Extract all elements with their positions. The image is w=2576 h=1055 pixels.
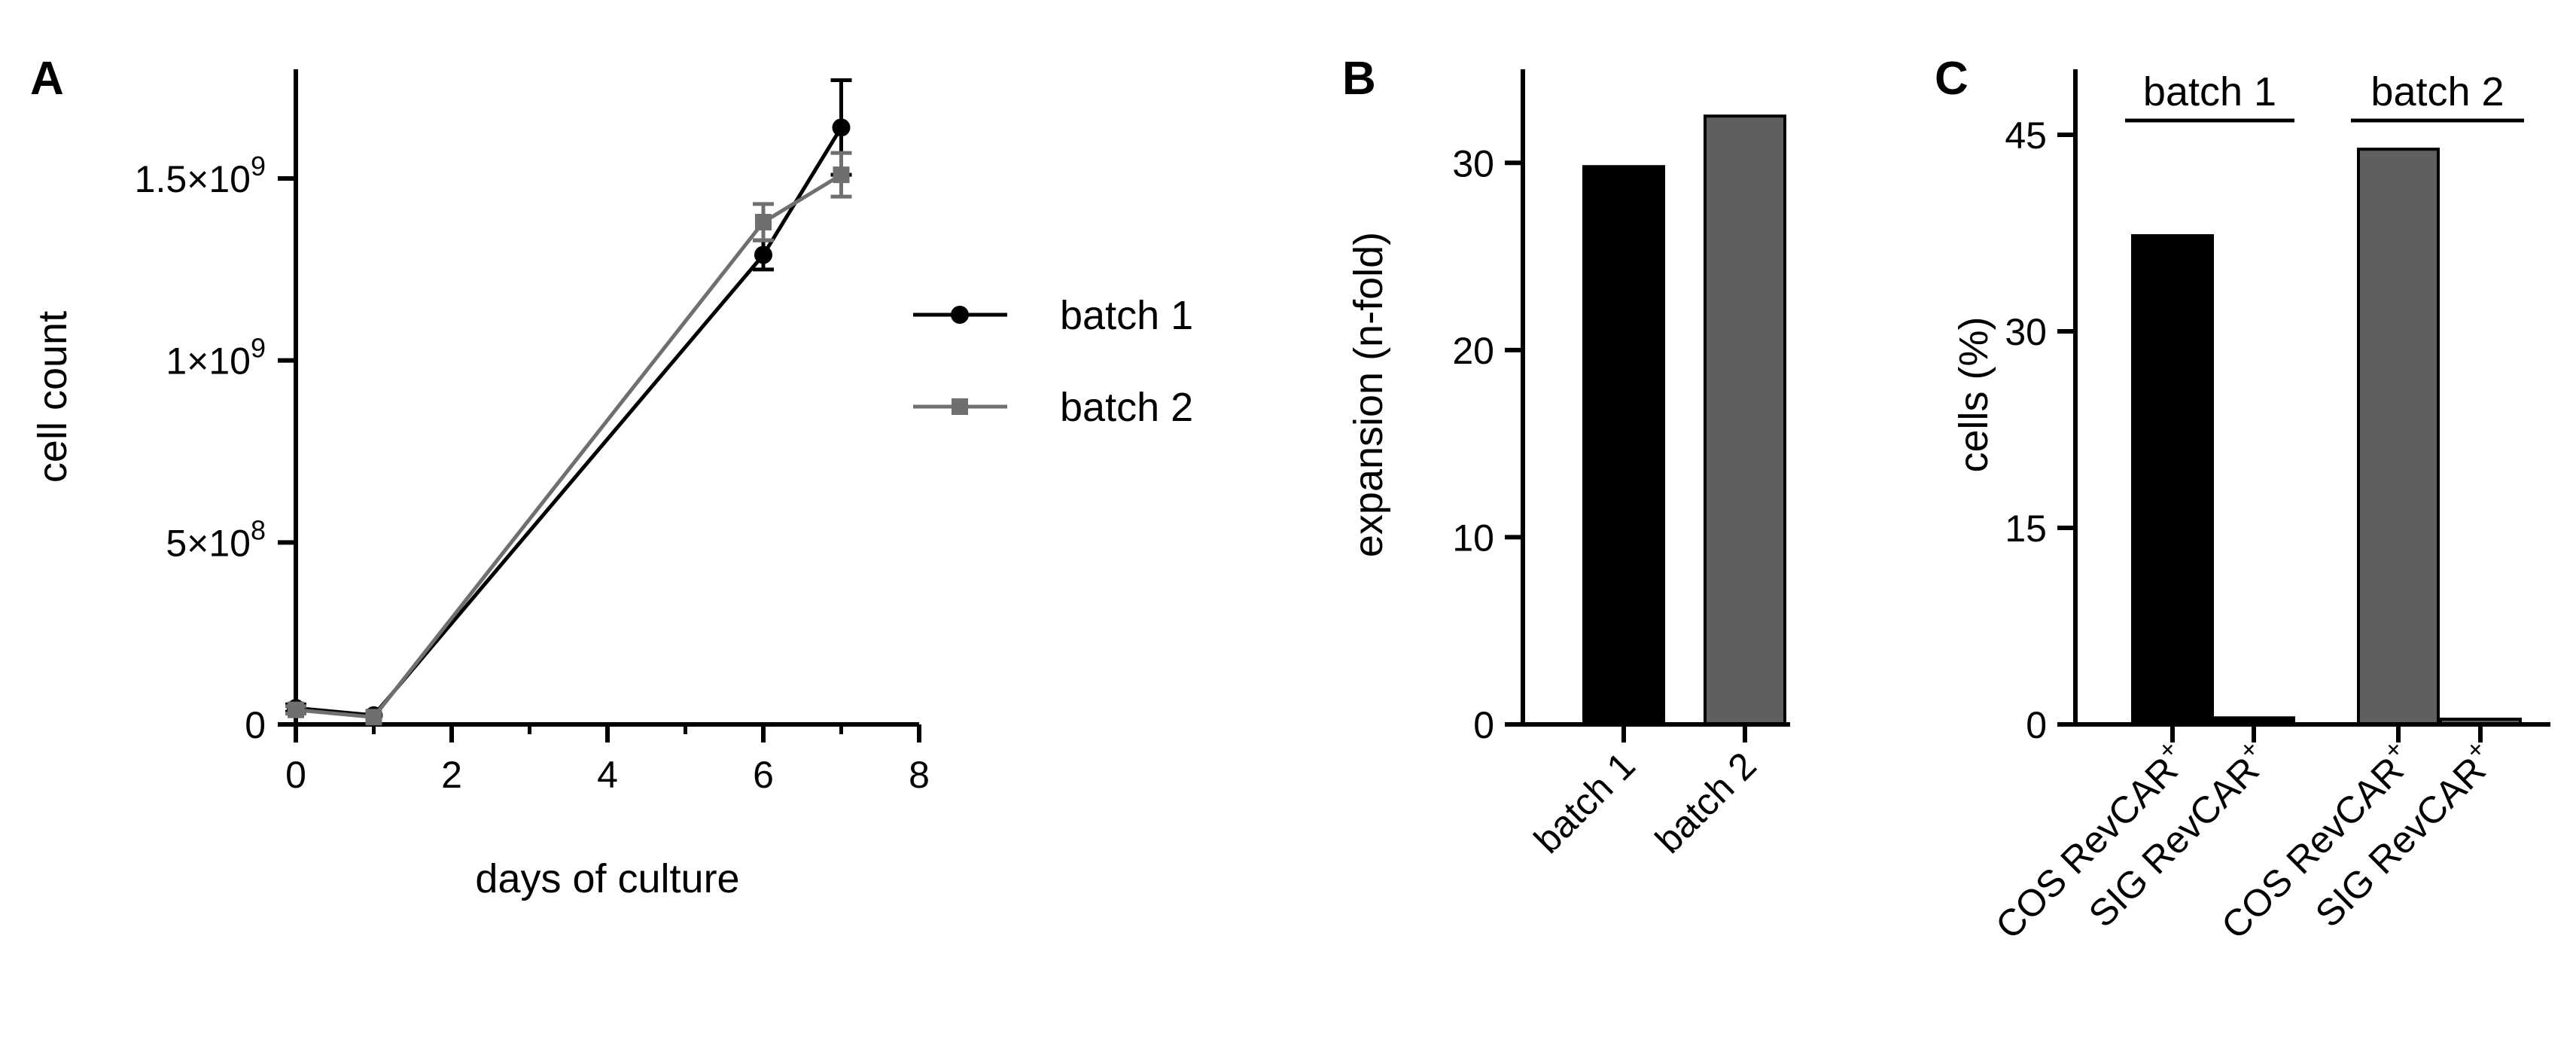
legend-label-2: batch 2 (1060, 385, 1193, 430)
y-tick-label-b-2: 20 (1452, 330, 1494, 372)
group-label-1: batch 1 (2143, 69, 2276, 114)
data-point-2-0 (288, 701, 304, 718)
panel-label-b: B (1342, 53, 1376, 105)
data-point-2-1 (365, 709, 382, 726)
x-tick-label-b-0: batch 1 (1526, 744, 1643, 861)
x-axis-label-a: days of culture (475, 856, 739, 901)
y-tick-label-a-2: 1×109 (166, 333, 266, 383)
x-tick-label-a-4: 8 (909, 754, 930, 796)
bar-c-1-1 (2131, 233, 2214, 727)
y-tick-label-a-0: 0 (245, 704, 266, 746)
y-axis-label-a: cell count (30, 311, 75, 483)
panel-label-a: A (30, 53, 64, 105)
bar-c-2-1 (2357, 148, 2440, 726)
y-tick-label-a-3: 1.5×109 (135, 151, 266, 200)
y-tick-label-b-1: 10 (1452, 517, 1494, 559)
y-axis-label-b: expansion (n-fold) (1346, 232, 1391, 557)
x-tick-label-a-0: 0 (285, 754, 306, 796)
y-tick-label-b-3: 30 (1452, 142, 1494, 184)
data-point-1-3 (832, 118, 851, 137)
legend-label-1: batch 1 (1060, 293, 1193, 338)
series-line-2 (295, 173, 842, 719)
y-tick-label-c-0: 0 (2026, 704, 2047, 746)
x-tick-label-a-3: 6 (753, 754, 774, 796)
data-point-2-2 (755, 214, 772, 230)
y-tick-label-a-1: 5×108 (166, 514, 266, 564)
y-tick-label-b-0: 0 (1473, 704, 1494, 746)
data-point-1-2 (754, 245, 772, 264)
x-tick-label-a-2: 4 (597, 754, 618, 796)
bar-b-2 (1704, 114, 1786, 726)
legend-marker-1 (951, 306, 969, 324)
y-tick-label-c-1: 15 (2005, 508, 2047, 550)
y-tick-label-c-2: 30 (2005, 311, 2047, 353)
data-point-2-3 (833, 166, 850, 184)
x-tick-label-b-1: batch 2 (1647, 744, 1765, 861)
x-tick-label-a-1: 2 (441, 754, 462, 796)
group-label-2: batch 2 (2370, 69, 2504, 114)
y-axis-label-c: cells (%) (1951, 316, 1996, 472)
panel-label-c: C (1935, 53, 1969, 105)
y-tick-label-c-3: 45 (2005, 114, 2047, 157)
legend-marker-2 (952, 398, 968, 415)
bar-b-1 (1582, 165, 1665, 726)
